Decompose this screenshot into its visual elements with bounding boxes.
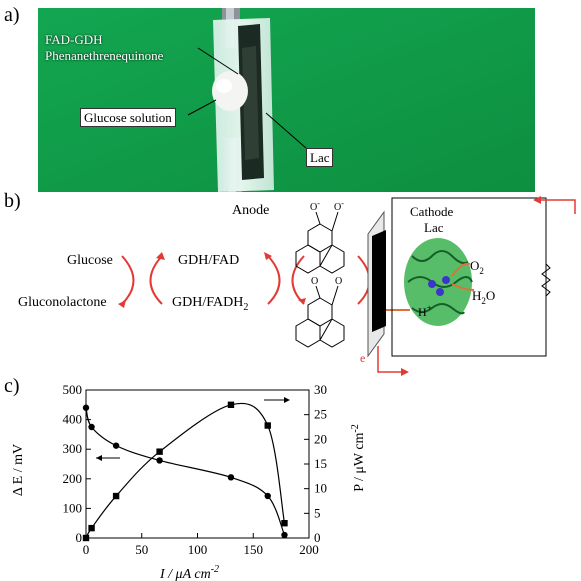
y-left-tick-label: 100	[63, 500, 83, 515]
h2o-label: H2O	[472, 288, 495, 306]
gdh-fadh2-label: GDH/FADH2	[172, 295, 248, 313]
x-tick-label: 50	[135, 542, 148, 557]
y-left-axis: 0 100 200 300 400 500	[63, 382, 91, 545]
y-left-tick-label: 0	[76, 530, 83, 545]
data-point-circle	[156, 457, 163, 464]
y-left-tick-label: 300	[63, 441, 83, 456]
y-left-tick-label: 200	[63, 471, 83, 486]
redox-arrow-2a	[267, 255, 281, 305]
reaction-scheme: Anode Glucose Gluconolactone GDH/FAD GDH…	[18, 196, 576, 376]
y-left-axis-label: Δ E / mV	[11, 444, 26, 496]
cathode-label: Cathode	[410, 204, 454, 219]
data-point-square	[227, 401, 235, 408]
performance-chart: 0 100 200 300 400 500 0 5 10 15 20 25 30 0 50 100 150 2…	[11, 382, 367, 581]
hydroquinone-structure	[295, 211, 345, 274]
plot-frame	[85, 389, 310, 539]
data-point-circle	[227, 474, 235, 481]
y-right-tick-label: 5	[314, 505, 321, 520]
proton-label: H+	[418, 303, 432, 319]
y-right-tick-label: 15	[314, 456, 327, 471]
data-point-circle	[82, 404, 90, 411]
x-tick-label: 200	[299, 542, 319, 557]
x-tick-label: 0	[83, 542, 90, 557]
resistor	[541, 263, 551, 297]
redox-arrow-1a	[121, 255, 135, 305]
lac-label: Lac	[424, 220, 444, 235]
photo-label-glucose: Glucose solution	[80, 108, 176, 127]
x-axis: 0 50 100 150 200	[83, 533, 319, 557]
series-layer	[82, 401, 288, 542]
current-arrow-top	[535, 199, 576, 214]
y-left-tick-label: 400	[63, 412, 83, 427]
device-photo: FAD-GDH Phenanethrenequinone Glucose sol…	[38, 8, 535, 192]
panel-label-b: b)	[4, 190, 21, 212]
data-point-square	[112, 492, 120, 500]
oxygen-label-2: O-	[334, 199, 344, 213]
oxygen-label-1: O-	[310, 199, 320, 213]
photo-label-enzyme: FAD-GDH	[45, 32, 103, 47]
data-point-circle	[88, 423, 95, 431]
gdh-fad-label: GDH/FAD	[178, 253, 239, 268]
panel-label-a: a)	[4, 4, 20, 26]
x-axis-label: I / μA cm-2	[159, 564, 219, 581]
photo-drawing	[38, 8, 535, 192]
oxygen-label-3: O	[311, 276, 318, 287]
photo-label-lac: Lac	[306, 148, 334, 167]
y-left-tick-label: 500	[63, 382, 83, 397]
data-point-square	[82, 534, 90, 542]
anode-label: Anode	[232, 203, 269, 218]
quinone-structure	[295, 285, 345, 348]
data-point-square	[281, 520, 288, 527]
current-arrow-bottom	[377, 346, 405, 373]
y-right-tick-label: 10	[314, 481, 327, 496]
electron-label: e	[360, 351, 365, 365]
o2-label: O2	[470, 258, 484, 276]
y-right-axis: 0 5 10 15 20 25 30	[304, 382, 327, 545]
data-point-square	[156, 448, 163, 455]
x-tick-label: 150	[244, 542, 264, 557]
series-line-left	[85, 407, 286, 536]
y-right-tick-label: 20	[314, 431, 327, 446]
y-right-tick-label: 25	[314, 407, 327, 422]
data-point-square	[264, 422, 271, 429]
data-point-circle	[281, 531, 288, 539]
y-right-tick-label: 0	[314, 530, 321, 545]
y-right-tick-label: 30	[314, 382, 327, 397]
gluconolactone-label: Gluconolactone	[18, 295, 107, 310]
data-point-circle	[264, 492, 271, 500]
anode-electrode	[372, 230, 386, 332]
x-tick-label: 100	[188, 542, 208, 557]
redox-arrow-2b	[291, 255, 305, 305]
data-point-square	[88, 524, 95, 532]
series-line-right	[85, 402, 286, 539]
data-point-circle	[112, 442, 120, 449]
laccase-protein	[404, 238, 473, 326]
y-right-axis-label: P / μW cm-2	[350, 424, 367, 492]
redox-arrow-1b	[149, 255, 163, 305]
panel-label-c: c)	[4, 375, 20, 397]
photo-label-mediator: Phenanethrenequinone	[45, 48, 164, 63]
oxygen-label-4: O	[335, 276, 342, 287]
glucose-label: Glucose	[67, 253, 113, 268]
